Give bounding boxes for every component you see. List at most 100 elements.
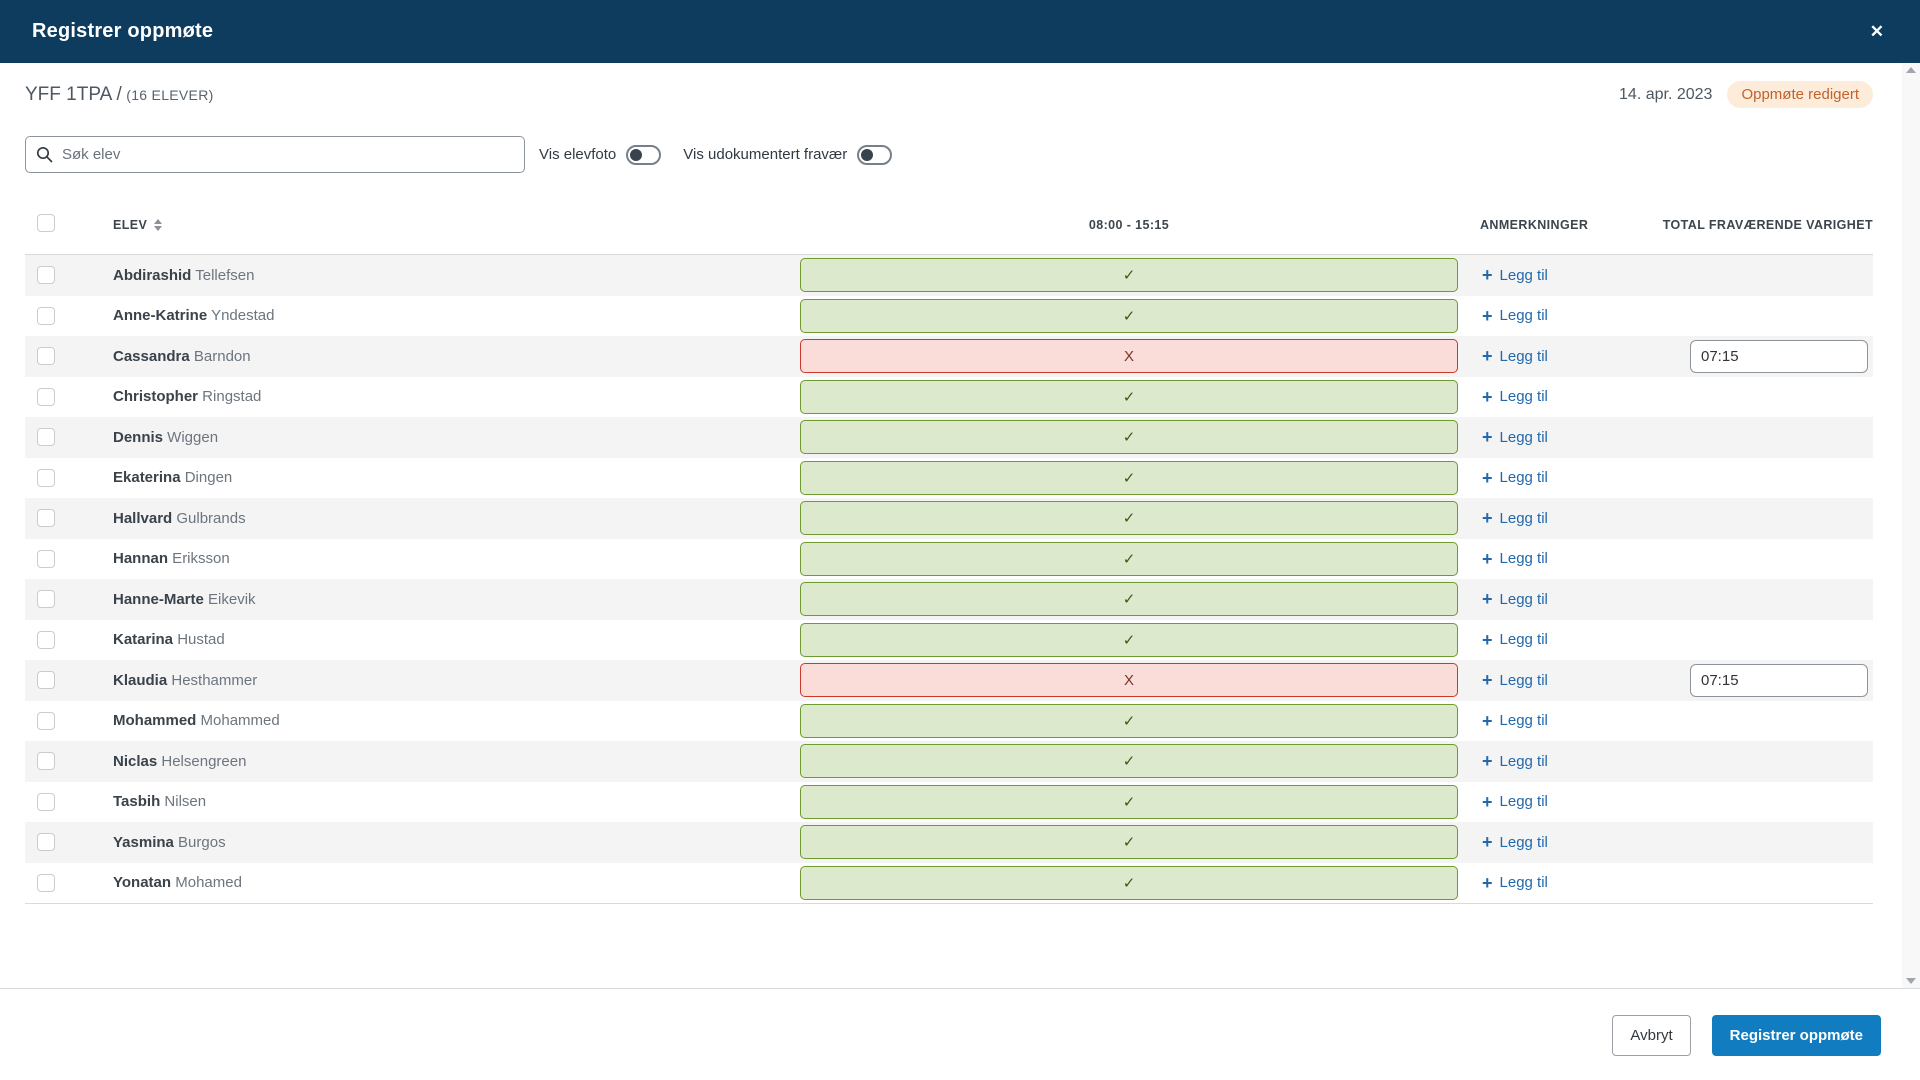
student-name: Yonatan Mohamed xyxy=(113,874,242,892)
plus-icon: + xyxy=(1482,751,1493,772)
attendance-status-cell[interactable]: ✓ xyxy=(800,298,1458,333)
add-remark-label: Legg til xyxy=(1499,550,1548,568)
add-remark-label: Legg til xyxy=(1499,833,1548,851)
toggle-photo[interactable] xyxy=(626,144,662,165)
total-absence-input[interactable] xyxy=(1690,664,1868,697)
scroll-up-icon[interactable] xyxy=(1906,67,1916,73)
student-name: Katarina Hustad xyxy=(113,631,225,649)
submit-button[interactable]: Registrer oppmøte xyxy=(1711,1015,1881,1056)
add-remark-button[interactable]: + Legg til xyxy=(1482,377,1548,418)
attendance-status-cell[interactable]: ✓ xyxy=(800,582,1458,616)
row-checkbox[interactable] xyxy=(37,752,55,770)
row-checkbox[interactable] xyxy=(37,428,55,446)
table-row: Niclas Helsengreen ✓ + Legg til xyxy=(25,741,1873,782)
add-remark-label: Legg til xyxy=(1499,469,1548,487)
add-remark-button[interactable]: + Legg til xyxy=(1482,336,1548,377)
row-checkbox[interactable] xyxy=(37,549,55,568)
status-mark: ✓ xyxy=(1122,874,1136,892)
attendance-status-cell[interactable]: ✓ xyxy=(800,258,1458,292)
add-remark-button[interactable]: + Legg til xyxy=(1482,822,1548,863)
row-checkbox[interactable] xyxy=(37,711,55,730)
attendance-status-cell[interactable]: ✓ xyxy=(800,744,1458,778)
table-row: Abdirashid Tellefsen ✓ + Legg til xyxy=(25,255,1873,296)
vertical-scrollbar[interactable] xyxy=(1902,63,1920,988)
plus-icon: + xyxy=(1482,427,1493,448)
table-row: Tasbih Nilsen ✓ + Legg til xyxy=(25,782,1873,823)
cancel-button[interactable]: Avbryt xyxy=(1612,1015,1691,1056)
status-mark: ✓ xyxy=(1122,591,1136,608)
attendance-status-cell[interactable]: ✓ xyxy=(800,825,1458,859)
row-checkbox[interactable] xyxy=(37,306,55,325)
add-remark-button[interactable]: + Legg til xyxy=(1482,498,1548,539)
add-remark-button[interactable]: + Legg til xyxy=(1482,741,1548,782)
row-checkbox[interactable] xyxy=(37,590,55,608)
plus-icon: + xyxy=(1482,589,1493,610)
add-remark-button[interactable]: + Legg til xyxy=(1482,417,1548,458)
student-count: (16 ELEVER) xyxy=(126,86,214,103)
column-header-elev-label: ELEV xyxy=(113,218,148,232)
attendance-status-cell[interactable]: ✓ xyxy=(800,703,1458,738)
plus-icon: + xyxy=(1482,548,1493,569)
total-absence-input[interactable] xyxy=(1690,340,1868,373)
row-checkbox[interactable] xyxy=(37,873,55,892)
table-row: Hannan Eriksson ✓ + Legg til xyxy=(25,539,1873,580)
table-row: Dennis Wiggen ✓ + Legg til xyxy=(25,417,1873,458)
table-row: Klaudia Hesthammer X + Legg til xyxy=(25,660,1873,701)
add-remark-button[interactable]: + Legg til xyxy=(1482,660,1548,701)
row-checkbox[interactable] xyxy=(37,266,55,284)
plus-icon: + xyxy=(1482,467,1493,488)
row-checkbox[interactable] xyxy=(37,833,55,851)
close-icon[interactable]: ✕ xyxy=(1866,19,1888,44)
search-input[interactable] xyxy=(62,146,514,163)
add-remark-button[interactable]: + Legg til xyxy=(1482,701,1548,742)
attendance-status-cell[interactable]: X xyxy=(800,663,1458,697)
row-checkbox[interactable] xyxy=(37,347,55,365)
add-remark-button[interactable]: + Legg til xyxy=(1482,255,1548,296)
plus-icon: + xyxy=(1482,346,1493,367)
attendance-status-cell[interactable]: ✓ xyxy=(800,420,1458,454)
row-checkbox[interactable] xyxy=(37,671,55,689)
student-name: Yasmina Burgos xyxy=(113,833,226,851)
toggle-knob xyxy=(861,148,874,161)
attendance-status-cell[interactable]: X xyxy=(800,339,1458,373)
add-remark-button[interactable]: + Legg til xyxy=(1482,863,1548,904)
add-remark-button[interactable]: + Legg til xyxy=(1482,782,1548,823)
student-name: Tasbih Nilsen xyxy=(113,793,207,811)
plus-icon: + xyxy=(1482,265,1493,286)
add-remark-label: Legg til xyxy=(1499,307,1548,325)
add-remark-button[interactable]: + Legg til xyxy=(1482,539,1548,580)
attendance-status-cell[interactable]: ✓ xyxy=(800,501,1458,535)
row-checkbox[interactable] xyxy=(37,387,55,406)
student-name: Dennis Wiggen xyxy=(113,428,219,446)
modal-footer: Avbryt Registrer oppmøte xyxy=(0,988,1920,1080)
row-checkbox[interactable] xyxy=(37,792,55,811)
table-row: Anne-Katrine Yndestad ✓ + Legg til xyxy=(25,296,1873,337)
toggle-absence[interactable] xyxy=(857,144,893,165)
row-checkbox[interactable] xyxy=(37,630,55,649)
status-mark: X xyxy=(1123,347,1134,365)
status-mark: ✓ xyxy=(1122,469,1136,487)
add-remark-button[interactable]: + Legg til xyxy=(1482,458,1548,499)
modal-body: YFF 1TPA / (16 ELEVER) 14. apr. 2023 Opp… xyxy=(0,63,1902,988)
modal-titlebar: Registrer oppmøte ✕ xyxy=(0,0,1920,63)
add-remark-button[interactable]: + Legg til xyxy=(1482,620,1548,661)
scroll-down-icon[interactable] xyxy=(1906,978,1916,984)
attendance-status-cell[interactable]: ✓ xyxy=(800,460,1458,495)
attendance-status-cell[interactable]: ✓ xyxy=(800,865,1458,900)
date-label: 14. apr. 2023 xyxy=(1619,85,1713,103)
add-remark-button[interactable]: + Legg til xyxy=(1482,296,1548,337)
row-checkbox[interactable] xyxy=(37,468,55,487)
select-all-checkbox[interactable] xyxy=(37,214,55,232)
attendance-status-cell[interactable]: ✓ xyxy=(800,379,1458,414)
status-mark: ✓ xyxy=(1122,550,1136,568)
add-remark-button[interactable]: + Legg til xyxy=(1482,579,1548,620)
attendance-status-cell[interactable]: ✓ xyxy=(800,541,1458,576)
add-remark-label: Legg til xyxy=(1499,590,1548,608)
controls-row: Vis elevfoto Vis udokumentert fravær xyxy=(25,136,1873,173)
table-row: Christopher Ringstad ✓ + Legg til xyxy=(25,377,1873,418)
attendance-status-cell[interactable]: ✓ xyxy=(800,784,1458,819)
sort-icon[interactable] xyxy=(154,219,163,231)
attendance-status-cell[interactable]: ✓ xyxy=(800,622,1458,657)
column-header-total: TOTAL FRAVÆRENDE VARIGHET xyxy=(1662,218,1873,232)
row-checkbox[interactable] xyxy=(37,509,55,527)
